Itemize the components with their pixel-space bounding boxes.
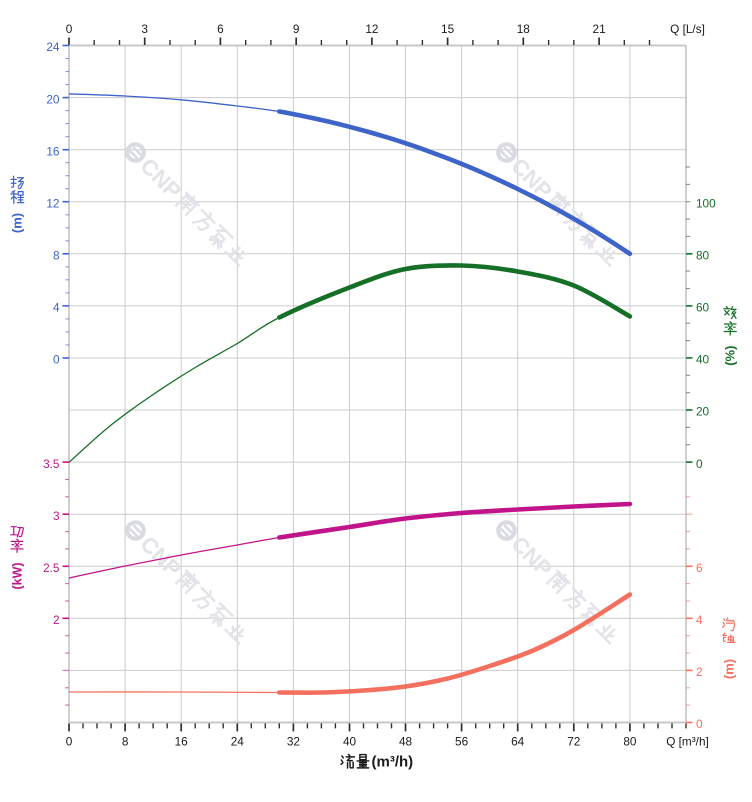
svg-text:(kW): (kW) [11, 562, 25, 589]
svg-text:8: 8 [53, 249, 60, 263]
svg-text:0: 0 [53, 353, 60, 367]
svg-text:60: 60 [696, 301, 710, 315]
svg-text:(m³/h): (m³/h) [372, 754, 414, 771]
svg-text:24: 24 [231, 734, 245, 748]
svg-text:12: 12 [46, 196, 59, 210]
svg-text:48: 48 [399, 734, 413, 748]
svg-text:72: 72 [567, 734, 580, 748]
svg-text:2.5: 2.5 [43, 561, 60, 575]
svg-text:(m): (m) [10, 213, 25, 233]
svg-text:3: 3 [141, 22, 148, 36]
svg-text:12: 12 [365, 22, 378, 36]
svg-text:18: 18 [517, 22, 531, 36]
svg-text:8: 8 [122, 734, 129, 748]
svg-text:40: 40 [343, 734, 357, 748]
svg-text:16: 16 [46, 144, 60, 158]
svg-text:(m): (m) [722, 659, 737, 679]
svg-text:Q [m³/h]: Q [m³/h] [666, 734, 709, 748]
svg-text:(%): (%) [723, 346, 738, 366]
svg-text:4: 4 [696, 613, 703, 627]
svg-text:4: 4 [53, 301, 60, 315]
svg-text:0: 0 [66, 22, 73, 36]
svg-text:80: 80 [623, 734, 637, 748]
svg-text:6: 6 [217, 22, 224, 36]
svg-text:3.5: 3.5 [43, 457, 60, 471]
svg-text:Q [L/s]: Q [L/s] [670, 22, 705, 36]
svg-text:6: 6 [696, 561, 703, 575]
svg-text:56: 56 [455, 734, 469, 748]
svg-text:21: 21 [593, 22, 606, 36]
svg-text:2: 2 [53, 613, 60, 627]
svg-text:20: 20 [46, 92, 60, 106]
svg-text:0: 0 [696, 717, 703, 731]
svg-text:15: 15 [441, 22, 455, 36]
svg-text:0: 0 [696, 457, 703, 471]
svg-text:40: 40 [696, 353, 710, 367]
svg-text:20: 20 [696, 405, 710, 419]
svg-text:2: 2 [696, 665, 703, 679]
svg-text:16: 16 [175, 734, 189, 748]
svg-text:32: 32 [287, 734, 300, 748]
svg-text:24: 24 [46, 40, 60, 54]
svg-text:80: 80 [696, 249, 710, 263]
svg-text:100: 100 [696, 196, 716, 210]
svg-text:64: 64 [511, 734, 525, 748]
svg-text:9: 9 [293, 22, 300, 36]
svg-text:3: 3 [53, 509, 60, 523]
svg-text:0: 0 [66, 734, 73, 748]
